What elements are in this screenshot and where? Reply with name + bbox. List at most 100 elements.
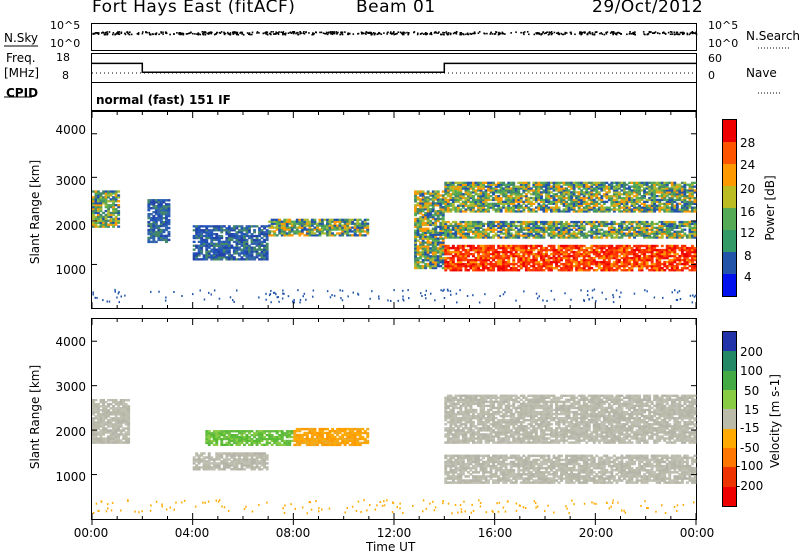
scatter-cell: [290, 226, 294, 229]
scatter-cell: [557, 185, 561, 188]
scatter-cell: [597, 230, 601, 233]
scatter-cell: [502, 267, 506, 270]
scatter-cell: [580, 210, 584, 213]
scatter-cell: [509, 228, 513, 231]
scatter-cell: [509, 195, 513, 198]
scatter-cell: [444, 262, 448, 266]
speckle-cell: [116, 296, 118, 299]
scatter-cell: [300, 232, 304, 235]
scatter-cell: [665, 226, 669, 229]
scatter-cell: [351, 234, 355, 237]
scatter-cell: [419, 210, 423, 213]
scatter-cell: [419, 215, 423, 219]
scatter-cell: [217, 240, 221, 243]
scatter-cell: [494, 191, 498, 194]
scatter-cell: [92, 437, 95, 440]
scatter-cell: [545, 189, 548, 192]
speckle-cell: [302, 295, 304, 298]
scatter-cell: [507, 256, 511, 260]
scatter-cell: [633, 226, 636, 229]
scatter-cell: [577, 204, 581, 207]
scatter-cell: [640, 232, 644, 235]
scatter-cell: [210, 256, 214, 259]
scatter-cell: [519, 204, 523, 207]
scatter-cell: [592, 193, 596, 196]
scatter-cell: [537, 196, 541, 200]
scatter-cell: [424, 233, 428, 236]
scatter-cell: [162, 238, 166, 242]
scatter-cell: [444, 208, 448, 211]
scatter-cell: [243, 242, 246, 245]
scatter-cell: [220, 240, 224, 243]
scatter-cell: [449, 222, 453, 226]
scatter-cell: [431, 247, 435, 250]
scatter-cell: [353, 226, 357, 229]
scatter-cell: [494, 183, 498, 186]
scatter-cell: [615, 183, 619, 186]
scatter-cell: [688, 183, 692, 186]
scatter-cell: [212, 244, 216, 247]
scatter-cell: [640, 185, 644, 188]
scatter-cell: [456, 196, 460, 200]
scatter-cell: [680, 222, 684, 226]
scatter-cell: [612, 198, 616, 202]
scatter-cell: [502, 181, 506, 184]
scatter-cell: [507, 200, 511, 203]
scatter-cell: [623, 222, 626, 226]
scatter-cell: [484, 181, 488, 184]
scatter-cell: [577, 267, 581, 270]
scatter-cell: [366, 228, 370, 231]
scatter-cell: [678, 246, 682, 250]
scatter-cell: [424, 208, 428, 211]
scatter-cell: [414, 247, 417, 250]
scatter-cell: [479, 234, 483, 237]
scatter-cell: [620, 222, 624, 226]
scatter-cell: [517, 228, 521, 231]
scatter-cell: [197, 252, 201, 255]
scatter-cell: [487, 246, 490, 250]
scatter-cell: [630, 220, 634, 224]
scatter-cell: [92, 435, 95, 438]
scatter-cell: [648, 224, 652, 228]
vel-cb-2: [723, 351, 736, 371]
scatter-cell: [550, 191, 553, 194]
scatter-cell: [570, 208, 574, 211]
scatter-cell: [678, 236, 682, 239]
scatter-cell: [484, 230, 488, 233]
scatter-cell: [560, 250, 563, 254]
scatter-cell: [640, 195, 644, 198]
scatter-cell: [514, 189, 518, 192]
scatter-cell: [238, 254, 241, 257]
scatter-cell: [165, 238, 168, 242]
scatter-cell: [419, 264, 423, 268]
scatter-cell: [612, 222, 616, 226]
scatter-cell: [502, 220, 506, 224]
scatter-cell: [441, 219, 445, 223]
scatter-cell: [429, 247, 433, 250]
scatter-cell: [540, 248, 543, 252]
scatter-cell: [336, 218, 339, 221]
scatter-cell: [673, 256, 677, 260]
scatter-cell: [499, 220, 503, 224]
scatter-cell: [195, 229, 199, 232]
scatter-cell: [650, 189, 654, 192]
scatter-cell: [459, 258, 463, 262]
scatter-cell: [456, 248, 460, 252]
scatter-cell: [590, 187, 594, 190]
scatter-cell: [623, 187, 626, 190]
scatter-cell: [587, 196, 591, 200]
scatter-cell: [484, 256, 488, 260]
scatter-cell: [477, 244, 480, 248]
scatter-cell: [497, 246, 501, 250]
scatter-cell: [572, 206, 576, 209]
scatter-cell: [527, 183, 531, 186]
scatter-cell: [343, 222, 347, 225]
scatter-cell: [567, 195, 571, 198]
scatter-cell: [587, 191, 591, 194]
scatter-cell: [494, 224, 498, 228]
scatter-cell: [419, 243, 423, 246]
scatter-cell: [263, 240, 266, 243]
scatter-cell: [552, 228, 556, 231]
scatter-cell: [570, 185, 574, 188]
scatter-cell: [545, 260, 548, 264]
